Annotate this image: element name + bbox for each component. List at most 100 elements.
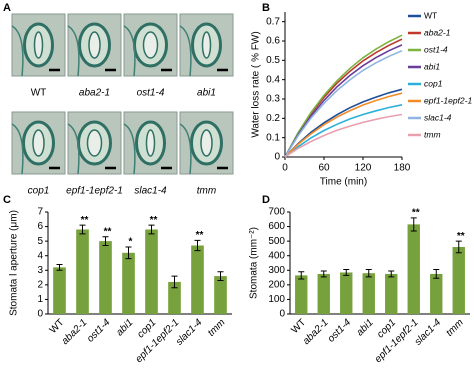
x-axis-label: Time (min) bbox=[320, 177, 367, 188]
error-bar bbox=[148, 224, 155, 235]
y-tick-label: 0.3 bbox=[266, 94, 280, 105]
x-tick-label: WT bbox=[48, 317, 67, 336]
y-tick-label: 6 bbox=[37, 221, 43, 232]
stomatal-pore bbox=[33, 31, 44, 59]
error-bar bbox=[79, 224, 86, 235]
y-tick-label: 100 bbox=[268, 294, 285, 305]
bar bbox=[122, 252, 135, 314]
x-tick-label: abi1 bbox=[355, 317, 376, 338]
stomatal-pore bbox=[142, 31, 159, 59]
error-bar bbox=[320, 270, 327, 278]
legend-label: abi1 bbox=[424, 61, 440, 71]
series-line bbox=[284, 88, 403, 158]
legend-label: WT bbox=[424, 10, 437, 20]
micrograph-label: tmm bbox=[197, 186, 216, 197]
series-line bbox=[284, 113, 403, 158]
x-tick-label: 0 bbox=[282, 163, 288, 174]
panel-label: C bbox=[3, 194, 11, 206]
series-line bbox=[284, 92, 403, 158]
x-tick-label: aba2-1 bbox=[301, 317, 331, 347]
bar bbox=[407, 224, 420, 314]
bar bbox=[340, 272, 353, 314]
error-bar bbox=[102, 236, 109, 247]
error-bar bbox=[433, 269, 440, 279]
y-tick-label: 500 bbox=[268, 236, 285, 247]
x-tick-label: abi1 bbox=[114, 317, 135, 338]
y-tick-label: 0 bbox=[37, 309, 43, 320]
stomatal-pore bbox=[86, 129, 103, 157]
cell-wall bbox=[67, 123, 80, 175]
y-tick-label: 200 bbox=[268, 279, 285, 290]
significance: ** bbox=[457, 231, 465, 242]
legend-label: slac1-4 bbox=[424, 112, 452, 122]
stomatal-pore bbox=[145, 129, 156, 157]
error-bar bbox=[171, 275, 178, 289]
stomatal-pore bbox=[88, 31, 101, 59]
legend-label: ost1-4 bbox=[424, 44, 448, 54]
y-tick-label: 0 bbox=[274, 152, 280, 163]
error-bar bbox=[388, 270, 395, 278]
y-tick-label: 0.2 bbox=[266, 113, 280, 124]
y-tick-label: 4 bbox=[37, 250, 43, 261]
bar bbox=[76, 229, 89, 314]
bar bbox=[168, 281, 181, 314]
bar bbox=[214, 276, 227, 314]
error-bar bbox=[298, 271, 305, 280]
legend-label: aba2-1 bbox=[424, 27, 451, 37]
y-axis-label: Water loss rate ( % FW) bbox=[251, 31, 262, 137]
x-tick-label: WT bbox=[289, 317, 308, 336]
bar bbox=[317, 273, 330, 314]
x-tick-label: 180 bbox=[394, 163, 411, 174]
panel-label: A bbox=[3, 2, 11, 14]
x-tick-label: tmm bbox=[444, 317, 466, 339]
bar bbox=[385, 273, 398, 314]
significance: ** bbox=[81, 215, 89, 226]
series-line bbox=[284, 49, 403, 158]
cell-wall bbox=[179, 25, 192, 77]
y-tick-label: 3 bbox=[37, 265, 43, 276]
bar bbox=[452, 246, 465, 314]
bar bbox=[430, 273, 443, 314]
x-tick-label: aba2-1 bbox=[60, 317, 90, 347]
y-axis-label: Stomata (mm⁻²) bbox=[249, 227, 260, 299]
x-tick-label: 120 bbox=[355, 163, 372, 174]
stomatal-pore bbox=[200, 129, 213, 157]
x-tick-label: slac1-4 bbox=[174, 317, 205, 348]
significance: ** bbox=[196, 230, 204, 241]
legend-label: cop1 bbox=[424, 78, 443, 88]
cell-wall bbox=[123, 123, 136, 175]
significance: * bbox=[129, 237, 133, 248]
panel-label: B bbox=[262, 2, 270, 14]
x-tick-label: ost1-4 bbox=[85, 317, 113, 345]
y-tick-label: 0.7 bbox=[266, 16, 280, 27]
error-bar bbox=[455, 240, 462, 254]
y-tick-label: 5 bbox=[37, 236, 43, 247]
error-bar bbox=[365, 269, 372, 278]
series-line bbox=[284, 44, 403, 158]
bar bbox=[53, 267, 66, 314]
significance: ** bbox=[104, 226, 112, 237]
stomatal-pore bbox=[201, 31, 212, 59]
y-tick-label: 0 bbox=[279, 309, 285, 320]
y-tick-label: 400 bbox=[268, 250, 285, 261]
y-tick-label: 0.5 bbox=[266, 55, 280, 66]
y-tick-label: 1 bbox=[37, 294, 43, 305]
bar bbox=[99, 241, 112, 314]
legend-label: tmm bbox=[424, 129, 441, 139]
error-bar bbox=[217, 271, 224, 281]
cell-wall bbox=[179, 123, 192, 175]
panel-label: D bbox=[262, 194, 270, 206]
x-tick-label: ost1-4 bbox=[326, 317, 354, 345]
y-tick-label: 0.6 bbox=[266, 36, 280, 47]
y-tick-label: 2 bbox=[37, 279, 43, 290]
significance: ** bbox=[150, 215, 158, 226]
y-tick-label: 600 bbox=[268, 221, 285, 232]
y-tick-label: 0.4 bbox=[266, 74, 280, 85]
y-tick-label: 0.1 bbox=[266, 132, 280, 143]
bar bbox=[145, 229, 158, 314]
bar bbox=[362, 273, 375, 314]
y-tick-label: 300 bbox=[268, 265, 285, 276]
error-bar bbox=[410, 217, 417, 232]
micrograph-label: aba2-1 bbox=[79, 88, 110, 99]
